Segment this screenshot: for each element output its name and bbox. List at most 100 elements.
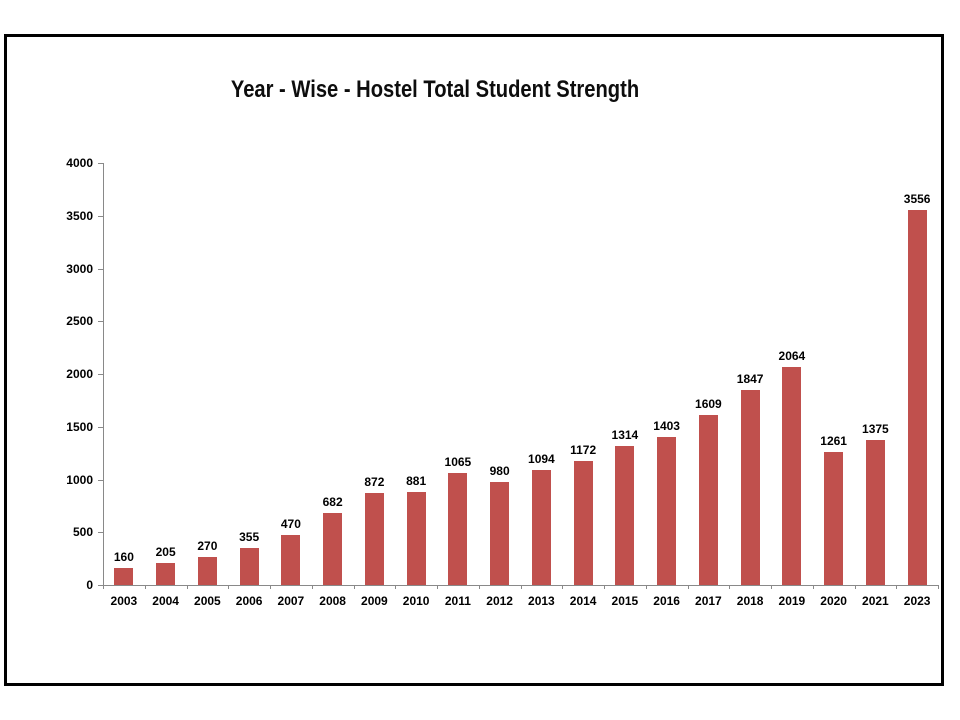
bar-2015	[615, 446, 635, 585]
x-axis-tick	[270, 585, 271, 589]
x-axis-category-label-2019: 2019	[778, 594, 806, 608]
y-axis-tick	[98, 321, 104, 323]
y-axis-tick-label: 1500	[66, 419, 93, 434]
bar-2014	[573, 461, 593, 585]
bar-2021	[865, 439, 885, 585]
x-axis-tick	[144, 585, 146, 589]
x-axis-category-label-2009: 2009	[361, 594, 388, 608]
bar-2013	[531, 469, 551, 585]
x-axis-category-label-2012: 2012	[486, 594, 513, 608]
bar-value-label-2006: 355	[239, 529, 260, 544]
bar-2023	[907, 209, 927, 585]
x-axis-tick	[604, 585, 605, 589]
y-axis-tick	[98, 585, 104, 586]
y-axis-tick	[98, 479, 104, 481]
bar-value-label-2014: 1172	[570, 443, 597, 458]
bar-value-label-2004: 205	[155, 545, 176, 560]
bar-2010	[406, 492, 426, 585]
bar-value-label-2013: 1094	[528, 451, 555, 466]
x-axis-category-label-2023: 2023	[903, 594, 931, 608]
bar-2005	[197, 556, 217, 585]
x-axis-tick	[437, 585, 438, 589]
bar-value-label-2008: 682	[322, 495, 343, 510]
x-axis-category-label-2014: 2014	[569, 594, 597, 608]
y-axis-tick-label: 4000	[66, 156, 93, 170]
bar-2003	[114, 568, 134, 585]
chart-title: Year - Wise - Hostel Total Student Stren…	[230, 76, 640, 103]
bar-2007	[281, 535, 301, 585]
bar-2008	[323, 513, 343, 585]
bar-2017	[698, 415, 718, 585]
x-axis-category-label-2003: 2003	[110, 594, 138, 608]
bar-2009	[364, 493, 384, 585]
bar-value-label-2009: 872	[364, 475, 385, 489]
y-axis-tick-label: 2500	[66, 314, 93, 329]
y-axis-tick	[98, 532, 104, 534]
bar-value-label-2017: 1609	[695, 397, 722, 412]
bar-2006	[239, 547, 259, 585]
y-axis-tick	[98, 268, 104, 270]
bar-2004	[156, 563, 176, 585]
y-axis-tick-label: 0	[86, 578, 93, 592]
bar-value-label-2020: 1261	[820, 433, 847, 448]
bar-value-label-2016: 1403	[653, 418, 680, 433]
x-axis-tick	[771, 585, 772, 589]
x-axis-category-label-2020: 2020	[820, 594, 847, 608]
y-axis-tick	[98, 426, 104, 428]
x-axis-category-label-2004: 2004	[152, 594, 179, 608]
x-axis-tick	[729, 585, 731, 589]
x-axis-tick	[687, 585, 689, 589]
x-axis-category-label-2006: 2006	[235, 594, 263, 608]
x-axis-tick	[896, 585, 898, 589]
y-axis-tick	[98, 215, 104, 217]
bar-value-label-2015: 1314	[611, 428, 639, 443]
x-axis-tick	[854, 585, 856, 589]
x-axis-tick	[103, 585, 104, 589]
bar-value-label-2007: 470	[280, 517, 301, 532]
x-axis-tick	[812, 585, 814, 589]
y-axis-tick-label: 2000	[66, 367, 93, 381]
bar-value-label-2019: 2064	[778, 349, 806, 364]
x-axis-category-label-2011: 2011	[444, 594, 471, 608]
x-axis-tick	[186, 585, 188, 589]
x-axis-tick	[938, 585, 939, 589]
y-axis-tick-label: 3000	[66, 261, 93, 276]
bar-value-label-2003: 160	[113, 550, 134, 565]
bar-2020	[824, 451, 844, 585]
bar-2018	[740, 390, 760, 585]
bar-value-label-2005: 270	[197, 538, 218, 553]
x-axis-category-label-2007: 2007	[277, 594, 305, 608]
y-axis-tick-label: 1000	[66, 472, 93, 487]
bar-2016	[657, 436, 677, 585]
bar-value-label-2010: 881	[406, 474, 427, 489]
y-axis-tick	[98, 374, 104, 375]
x-axis-category-label-2015: 2015	[611, 594, 639, 608]
x-axis-category-label-2021: 2021	[862, 594, 889, 608]
x-axis-category-label-2017: 2017	[695, 594, 722, 608]
y-axis-tick-label: 3500	[66, 208, 93, 223]
bar-value-label-2012: 980	[489, 463, 510, 478]
bar-value-label-2018: 1847	[736, 372, 764, 387]
x-axis-category-label-2018: 2018	[736, 594, 764, 608]
x-axis-tick	[395, 585, 397, 589]
x-axis-category-label-2005: 2005	[194, 594, 221, 608]
bar-2011	[448, 472, 468, 585]
x-axis-tick	[645, 585, 647, 589]
bar-value-label-2023: 3556	[903, 191, 931, 206]
y-axis-tick-label: 500	[72, 525, 93, 540]
x-axis-tick	[311, 585, 313, 589]
y-axis-tick	[98, 163, 104, 164]
x-axis-tick	[228, 585, 230, 589]
x-axis-category-label-2016: 2016	[653, 594, 680, 608]
x-axis-category-label-2013: 2013	[528, 594, 555, 608]
x-axis-tick	[520, 585, 522, 589]
bar-2012	[490, 481, 510, 585]
bar-value-label-2011: 1065	[444, 454, 472, 469]
x-axis-category-label-2008: 2008	[319, 594, 346, 608]
bar-value-label-2021: 1375	[862, 421, 889, 436]
x-axis-category-label-2010: 2010	[402, 594, 430, 608]
x-axis-tick	[478, 585, 480, 589]
x-axis-tick	[562, 585, 564, 589]
